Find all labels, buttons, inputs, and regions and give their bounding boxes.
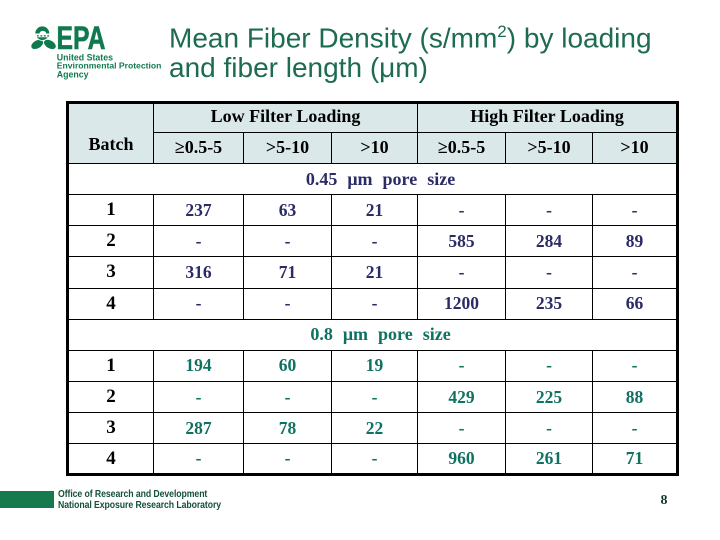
- svg-text:United States: United States: [57, 52, 113, 62]
- svg-text:EPA: EPA: [57, 20, 106, 56]
- svg-text:Agency: Agency: [57, 70, 89, 80]
- svg-text:Environmental Protection: Environmental Protection: [57, 61, 162, 71]
